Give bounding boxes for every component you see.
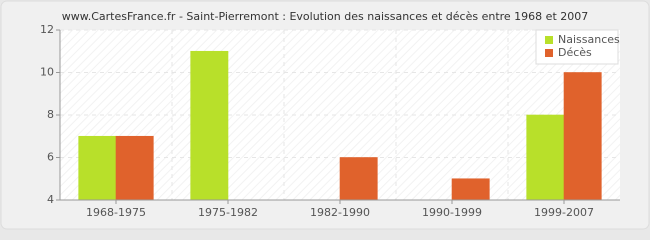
bar [451, 178, 490, 201]
legend-swatch [545, 36, 553, 44]
y-tick-label: 8 [47, 108, 54, 121]
bar [78, 135, 117, 201]
chart: www.CartesFrance.fr - Saint-Pierremont :… [0, 0, 650, 230]
y-tick-label: 4 [47, 193, 54, 206]
x-tick-label: 1999-2007 [534, 206, 594, 219]
legend-label: Décès [558, 46, 592, 59]
x-tick-label: 1990-1999 [422, 206, 482, 219]
y-tick-label: 10 [40, 66, 54, 79]
legend [535, 29, 619, 65]
legend-swatch [545, 49, 553, 57]
legend-label: Naissances [558, 33, 620, 46]
x-tick-label: 1968-1975 [86, 206, 146, 219]
y-tick-label: 6 [47, 151, 54, 164]
bar [526, 114, 565, 201]
bar [563, 72, 602, 201]
x-tick-label: 1982-1990 [310, 206, 370, 219]
chart-title: www.CartesFrance.fr - Saint-Pierremont :… [62, 10, 589, 23]
x-tick-label: 1975-1982 [198, 206, 258, 219]
bar [339, 157, 378, 201]
y-tick-label: 12 [40, 23, 54, 36]
bar [190, 50, 229, 201]
bar [115, 135, 154, 201]
